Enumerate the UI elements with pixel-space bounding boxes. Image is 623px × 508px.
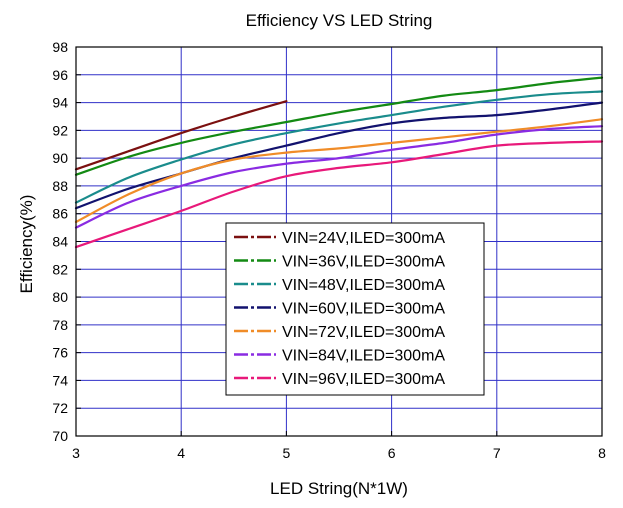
x-tick-label: 4: [177, 445, 185, 461]
y-tick-label: 86: [52, 206, 68, 222]
y-tick-label: 82: [52, 261, 68, 277]
legend-label: VIN=24V,ILED=300mA: [282, 230, 445, 247]
x-tick-label: 8: [598, 445, 606, 461]
y-tick-label: 70: [52, 428, 68, 444]
series-line-1: [74, 100, 288, 171]
legend-label: VIN=96V,ILED=300mA: [282, 371, 445, 388]
series-line-7: [74, 140, 604, 249]
data-series: [74, 76, 604, 249]
x-axis-label: LED String(N*1W): [270, 479, 408, 498]
x-tick-label: 6: [388, 445, 396, 461]
x-tick-label: 7: [493, 445, 501, 461]
y-tick-label: 94: [52, 95, 68, 111]
y-tick-label: 72: [52, 400, 68, 416]
legend-label: VIN=36V,ILED=300mA: [282, 254, 445, 271]
legend-label: VIN=84V,ILED=300mA: [282, 348, 445, 365]
y-tick-label: 74: [52, 372, 68, 388]
legend-label: VIN=48V,ILED=300mA: [282, 277, 445, 294]
series-line-2: [74, 76, 604, 176]
y-tick-label: 84: [52, 234, 68, 250]
legend-label: VIN=60V,ILED=300mA: [282, 301, 445, 318]
series-line-6: [74, 125, 604, 229]
y-tick-label: 80: [52, 289, 68, 305]
y-tick-label: 88: [52, 178, 68, 194]
y-tick-label: 78: [52, 317, 68, 333]
plot-frame: [75, 46, 603, 437]
legend-label: VIN=72V,ILED=300mA: [282, 324, 445, 341]
x-tick-label: 3: [72, 445, 80, 461]
y-tick-label: 92: [52, 122, 68, 138]
y-tick-label: 96: [52, 67, 68, 83]
series-line-5: [74, 118, 604, 224]
series-line-3: [74, 90, 604, 204]
x-tick-label: 5: [283, 445, 291, 461]
y-tick-label: 98: [52, 39, 68, 55]
legend: VIN=24V,ILED=300mA VIN=36V,ILED=300mA VIN=…: [225, 222, 485, 396]
y-tick-label: 76: [52, 345, 68, 361]
y-tick-label: 90: [52, 150, 68, 166]
legend-box: [225, 222, 485, 396]
chart-title: Efficiency VS LED String: [246, 11, 433, 30]
y-axis-label: Efficiency(%): [17, 195, 36, 294]
